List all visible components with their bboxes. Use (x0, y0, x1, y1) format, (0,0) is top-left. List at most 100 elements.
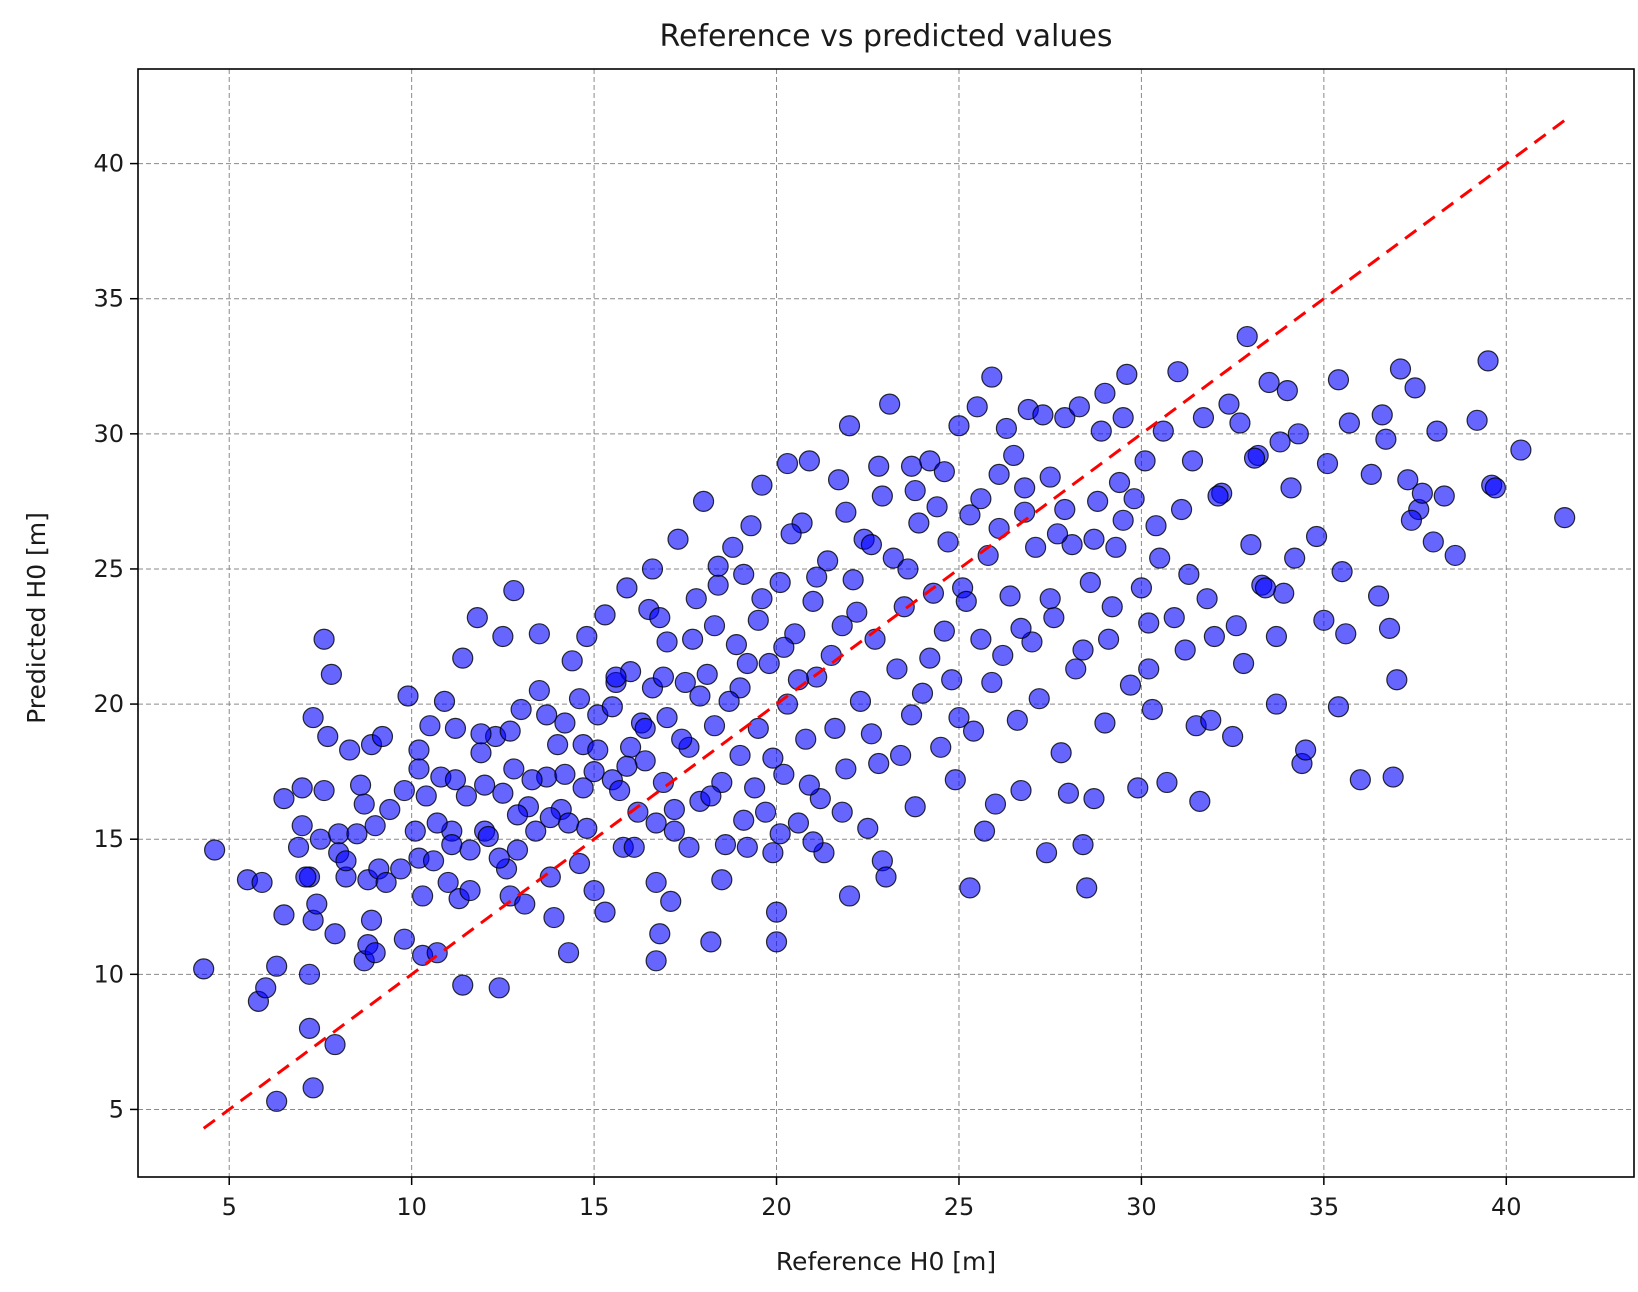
data-point (959, 504, 981, 526)
data-point (988, 463, 1010, 485)
data-point (817, 550, 839, 572)
data-point (204, 839, 226, 861)
data-point (353, 793, 375, 815)
data-point (634, 750, 656, 772)
data-point (900, 704, 923, 726)
data-point (1411, 482, 1433, 504)
data-point (1083, 788, 1105, 810)
data-point (309, 828, 332, 850)
data-point (904, 796, 926, 818)
data-point (948, 415, 970, 437)
data-point (1039, 588, 1061, 610)
data-point (703, 715, 726, 737)
data-point (762, 747, 784, 769)
data-point (1484, 477, 1506, 499)
data-point (773, 636, 795, 658)
data-point (802, 831, 824, 853)
data-point (919, 450, 941, 472)
data-point (317, 725, 339, 748)
data-point (452, 647, 474, 669)
data-point (554, 712, 576, 734)
data-point (302, 706, 324, 729)
data-point (893, 596, 915, 618)
data-point (346, 823, 368, 845)
data-point (820, 644, 842, 667)
data-point (422, 850, 445, 872)
data-point (1422, 531, 1444, 553)
data-point (572, 777, 594, 799)
data-point (1192, 407, 1215, 429)
data-point (470, 723, 492, 745)
data-point (594, 901, 616, 923)
y-tick-label: 35 (93, 285, 124, 313)
data-point (1510, 439, 1532, 461)
data-point (798, 774, 820, 796)
data-point (1232, 652, 1255, 675)
data-point (1061, 534, 1083, 556)
data-point (860, 534, 883, 556)
y-tick-label: 25 (93, 555, 124, 583)
data-point (568, 852, 591, 875)
data-point (1218, 393, 1240, 415)
data-point (645, 950, 667, 972)
data-point (605, 666, 627, 688)
data-point (886, 658, 908, 680)
data-point (295, 866, 317, 888)
data-point (324, 1033, 346, 1056)
data-point (302, 1077, 324, 1099)
data-point (747, 717, 769, 739)
x-tick-label: 5 (222, 1193, 237, 1221)
data-point (645, 812, 667, 834)
data-point (911, 682, 934, 704)
x-tick-label: 30 (1126, 1193, 1157, 1221)
data-point (667, 528, 689, 550)
x-tick-label: 10 (396, 1193, 427, 1221)
data-point (1375, 428, 1397, 450)
data-point (1236, 325, 1258, 348)
data-point (1207, 485, 1229, 507)
x-axis-label: Reference H0 [m] (776, 1247, 996, 1276)
data-point (1112, 509, 1134, 531)
data-point (1243, 447, 1266, 469)
data-point (908, 512, 930, 534)
data-point (273, 904, 295, 926)
data-point (1265, 693, 1288, 715)
data-point (700, 931, 722, 953)
data-point (729, 744, 751, 767)
x-axis-ticks: 5 10 15 20 25 30 35 40 (222, 1177, 1522, 1221)
data-point (1280, 477, 1302, 499)
data-point (933, 461, 955, 483)
data-point (547, 734, 569, 756)
data-point (313, 628, 335, 650)
data-point (689, 685, 711, 707)
data-point (944, 769, 966, 791)
data-point (831, 801, 853, 823)
data-point (941, 669, 963, 691)
data-point (1043, 606, 1065, 629)
data-point (525, 820, 547, 842)
data-point (306, 893, 328, 915)
data-point (889, 744, 912, 767)
data-point (1400, 509, 1423, 531)
data-point (408, 739, 430, 761)
data-point (492, 625, 514, 648)
data-point (419, 715, 441, 737)
data-point (397, 685, 419, 707)
data-point (568, 688, 591, 710)
data-point (1072, 833, 1094, 856)
data-point (1108, 471, 1131, 494)
data-point (510, 698, 532, 721)
chart-title: Reference vs predicted values (660, 19, 1113, 54)
data-point (470, 742, 492, 764)
x-tick-label: 15 (579, 1193, 610, 1221)
data-point (557, 812, 580, 834)
data-point (765, 901, 788, 923)
data-point (1189, 790, 1211, 812)
data-point (692, 490, 715, 512)
data-point (287, 836, 310, 858)
data-point (339, 739, 361, 761)
data-point (933, 620, 955, 642)
data-point (765, 931, 788, 953)
y-tick-label: 20 (93, 690, 124, 718)
